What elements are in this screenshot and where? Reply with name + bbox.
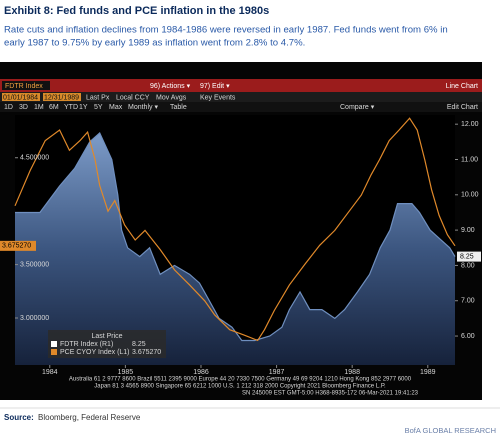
source-label: Source: <box>4 413 34 422</box>
menu[interactable]: 96) Actions ▾ <box>150 83 191 90</box>
y2-tick-label: 12.00 <box>461 121 479 128</box>
view: Line Chart <box>446 83 478 90</box>
title: Exhibit 8: Fed funds and PCE inflation i… <box>4 5 269 17</box>
subtitle: Rate cuts and inflation declines from 19… <box>4 25 448 36</box>
legend-value: 8.25 <box>132 341 146 348</box>
mov-avgs[interactable]: Mov Avgs <box>156 94 187 101</box>
y-tick-label: 3.000000 <box>20 315 49 322</box>
range: 3D <box>19 104 28 111</box>
range: 1M <box>34 104 44 111</box>
area <box>15 133 455 365</box>
y2-tick-label: 7.00 <box>461 298 475 305</box>
table[interactable]: Table <box>170 104 187 111</box>
range: Max <box>109 104 123 111</box>
title-bar <box>0 79 482 92</box>
last-value: 8.25 <box>460 253 474 260</box>
last-value-box <box>457 251 481 262</box>
area-edge <box>15 132 456 342</box>
x-tick-label: 1988 <box>344 369 360 376</box>
range: 6M <box>49 104 59 111</box>
legend-label: FDTR Index (R1) <box>60 341 113 348</box>
key-events[interactable]: Key Events <box>200 94 236 101</box>
range-bar <box>0 102 482 112</box>
terminal-footer: Japan 81 3 4565 8900 Singapore 65 6212 1… <box>94 384 386 390</box>
x-tick-label: 1986 <box>193 369 209 376</box>
legend <box>48 330 166 358</box>
range: 1Y <box>79 104 88 111</box>
last-value-box <box>0 240 36 251</box>
compare[interactable]: Compare ▾ <box>340 104 375 111</box>
date-box[interactable] <box>43 93 81 101</box>
end-date[interactable]: 12/31/1989 <box>44 94 79 101</box>
range: 1D <box>4 104 13 111</box>
range: 5Y <box>94 104 103 111</box>
legend-swatch <box>51 349 57 355</box>
y-tick-label: 4.500000 <box>20 155 49 162</box>
legend-value: 3.675270 <box>132 349 161 356</box>
ticker-box <box>2 81 50 90</box>
date-box[interactable] <box>2 93 40 101</box>
terminal-footer: SN 245009 EST GMT-5:00 H368-8935-172 06-… <box>242 391 419 397</box>
legend-title: Last Price <box>91 333 122 340</box>
currency[interactable]: Local CCY <box>116 94 150 101</box>
subtitle: early 1987 to 9.75% by early 1989 as inf… <box>4 38 305 49</box>
toolbar <box>0 92 482 102</box>
edit-chart[interactable]: Edit Chart <box>447 104 478 111</box>
y-tick-label: 3.500000 <box>20 261 49 268</box>
start-date[interactable]: 01/01/1984 <box>3 94 38 101</box>
y2-tick-label: 6.00 <box>461 333 475 340</box>
ticker[interactable]: FDTR Index <box>5 83 43 90</box>
x-tick-label: 1989 <box>420 369 436 376</box>
source: Bloomberg, Federal Reserve <box>38 413 141 422</box>
legend-swatch <box>51 341 57 347</box>
y2-tick-label: 9.00 <box>461 227 475 234</box>
last-value: 3.675270 <box>2 243 31 250</box>
menu[interactable]: 97) Edit ▾ <box>200 83 230 90</box>
field[interactable]: Last Px <box>86 94 110 101</box>
period[interactable]: Monthly ▾ <box>128 104 158 111</box>
x-tick-label: 1987 <box>269 369 285 376</box>
plot: 3.000000 3.500000 4.500000 6.00 7.00 8.00 9.00… <box>0 115 481 376</box>
y2-tick-label: 8.00 <box>461 262 475 269</box>
x-tick-label: 1985 <box>118 369 134 376</box>
y2-tick-label: 11.00 <box>461 156 478 163</box>
line <box>14 117 456 342</box>
range: YTD <box>64 104 78 111</box>
x-tick-label: 1984 <box>42 369 58 376</box>
legend-label: PCE CYOY Index (L1) <box>60 349 130 356</box>
y2-tick-label: 10.00 <box>461 192 479 199</box>
ranges: 1D 3D 1M 6M YTD 1Y 5Y Max <box>4 104 123 111</box>
brand: BofA GLOBAL RESEARCH <box>405 426 496 435</box>
terminal-footer: Australia 61 2 9777 8600 Brazil 5511 239… <box>69 377 412 383</box>
